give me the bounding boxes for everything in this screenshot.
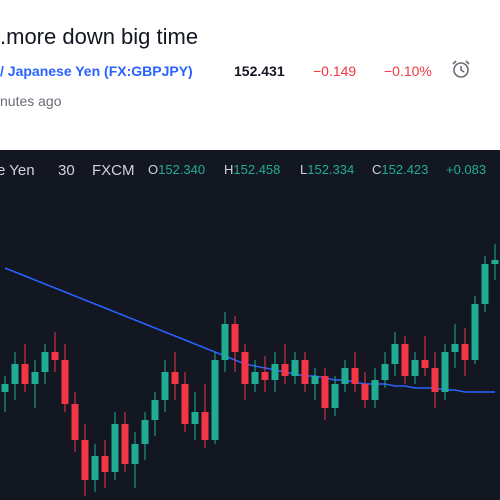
legend-o: 152.340: [158, 162, 205, 177]
candle-body: [271, 364, 279, 380]
symbol-name[interactable]: / Japanese Yen: [0, 63, 101, 79]
candle-body: [281, 364, 289, 376]
candle-body: [381, 364, 389, 380]
candle-body: [441, 352, 449, 392]
candle-body: [371, 380, 379, 400]
candle-body: [191, 412, 199, 424]
candle-body: [1, 384, 9, 392]
legend-h-label: H: [224, 162, 233, 177]
symbol-link[interactable]: / Japanese Yen (FX:GBPJPY): [0, 63, 193, 79]
candle-body: [361, 384, 369, 400]
candle-body: [321, 376, 329, 408]
candle-body: [141, 420, 149, 444]
candle-body: [221, 324, 229, 360]
legend-o-label: O: [148, 162, 158, 177]
candle-body: [41, 352, 49, 372]
candle-body: [161, 372, 169, 400]
candle-body: [151, 400, 159, 420]
candle-body: [411, 360, 419, 376]
candle-body: [61, 360, 69, 404]
price: 152.431: [234, 63, 285, 79]
candle-body: [21, 364, 29, 384]
candle-body: [261, 372, 269, 380]
candle-body: [391, 344, 399, 364]
candle-body: [331, 384, 339, 408]
candle-body: [351, 368, 359, 384]
legend-c-label: C: [372, 162, 381, 177]
candle-body: [71, 404, 79, 440]
candle-body: [201, 412, 209, 440]
post-header: .more down big time / Japanese Yen (FX:G…: [0, 0, 500, 150]
legend: e Yen 30 FXCM O152.340 H152.458 L152.334…: [0, 162, 486, 179]
candle-body: [231, 324, 239, 352]
candle-body: [451, 344, 459, 352]
candle-body: [481, 264, 489, 304]
change-pct: −0.10%: [384, 63, 432, 79]
candle-body: [101, 456, 109, 472]
legend-source: FXCM: [92, 162, 135, 179]
candle-body: [181, 384, 189, 424]
candle-body: [461, 344, 469, 360]
candle-body: [91, 456, 99, 480]
legend-l: 152.334: [307, 162, 354, 177]
legend-name: e Yen: [0, 162, 35, 179]
timestamp: nutes ago: [0, 93, 62, 109]
candle-body: [131, 444, 139, 464]
candle-body: [211, 360, 219, 440]
chart: e Yen 30 FXCM O152.340 H152.458 L152.334…: [0, 150, 500, 500]
moving-average: [4, 267, 495, 393]
post-title[interactable]: .more down big time: [0, 24, 199, 49]
candle-body: [311, 376, 319, 384]
candle-body: [31, 372, 39, 384]
candle-body: [341, 368, 349, 384]
candle-body: [421, 360, 429, 368]
legend-interval: 30: [58, 162, 75, 179]
candle-body: [81, 440, 89, 480]
candle-body: [401, 344, 409, 376]
candle-body: [51, 352, 59, 360]
legend-c: 152.423: [381, 162, 428, 177]
alert-icon[interactable]: [450, 58, 474, 82]
candle-body: [491, 260, 499, 264]
change: −0.149: [313, 63, 357, 79]
legend-l-label: L: [300, 162, 307, 177]
candle-body: [241, 352, 249, 384]
candle-body: [291, 360, 299, 376]
legend-change: +0.083: [446, 162, 486, 177]
candle-body: [471, 304, 479, 360]
ticker[interactable]: (FX:GBPJPY): [104, 63, 193, 79]
candle-body: [111, 424, 119, 472]
legend-h: 152.458: [233, 162, 280, 177]
candle-body: [301, 360, 309, 384]
candle-body: [251, 372, 259, 384]
candle-body: [121, 424, 129, 464]
candle-body: [431, 368, 439, 392]
candle-body: [11, 364, 19, 384]
candle-body: [171, 372, 179, 384]
